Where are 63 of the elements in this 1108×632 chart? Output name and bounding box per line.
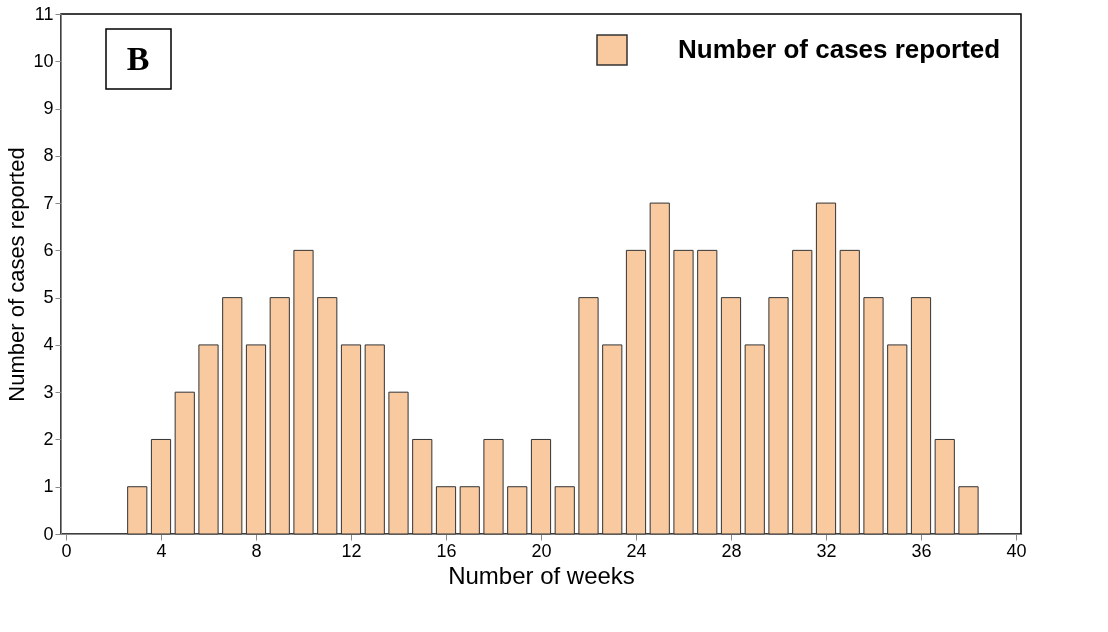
bar [435,486,457,535]
x-tick-label: 16 [436,540,457,561]
bar [815,202,837,535]
y-tick-label: 3 [43,381,54,402]
x-tick-label: 20 [531,540,552,561]
bar [792,249,813,535]
bar [198,344,219,535]
bar [934,438,955,535]
bar [649,202,670,535]
x-tick-label: 4 [156,540,167,561]
y-tick-label: 9 [43,98,54,119]
y-tick-label: 1 [43,476,54,497]
bar [483,438,504,535]
bar [317,297,338,535]
bar [720,297,742,535]
bar [364,344,385,535]
legend-label: Number of cases reported [678,34,1001,64]
bar [839,249,860,535]
y-tick-label: 6 [43,239,54,260]
y-tick-label: 11 [34,3,54,24]
y-tick-label: 0 [43,523,54,544]
bar [602,344,623,535]
bar [673,249,694,535]
y-tick-label: 7 [43,192,54,213]
x-tick-label: 40 [1006,540,1027,561]
x-tick-label: 24 [626,540,647,561]
bar [388,391,409,535]
y-tick-label: 10 [33,50,54,71]
bar [412,438,433,535]
x-tick-label: 12 [341,540,362,561]
y-axis-title: Number of cases reported [4,147,30,402]
x-tick-label: 28 [721,540,742,561]
x-tick-label: 0 [61,540,72,561]
x-tick-label: 32 [816,540,837,561]
x-axis-title: Number of weeks [448,561,635,589]
bar [507,486,528,535]
bar [768,297,789,535]
bar [697,249,718,535]
bar [150,438,172,535]
bar [625,249,647,535]
y-tick-label: 5 [43,287,54,308]
bar [245,344,267,535]
y-tick-label: 2 [43,428,54,449]
bar [530,438,552,535]
bar [958,486,979,535]
bar [554,486,575,535]
bar [910,297,932,535]
bar [293,249,314,535]
annotation: B [126,40,150,77]
x-tick-label: 36 [911,540,932,561]
bar [222,297,243,535]
x-tick-label: 8 [251,540,262,561]
bar [887,344,908,535]
bar [340,344,362,535]
bar [578,297,599,535]
bar [459,486,480,535]
bar [127,486,148,535]
bar [174,391,195,535]
bar [744,344,765,535]
y-tick-label: 4 [43,334,54,355]
bar [863,297,884,535]
bar [269,297,290,535]
y-tick-label: 8 [43,145,54,166]
